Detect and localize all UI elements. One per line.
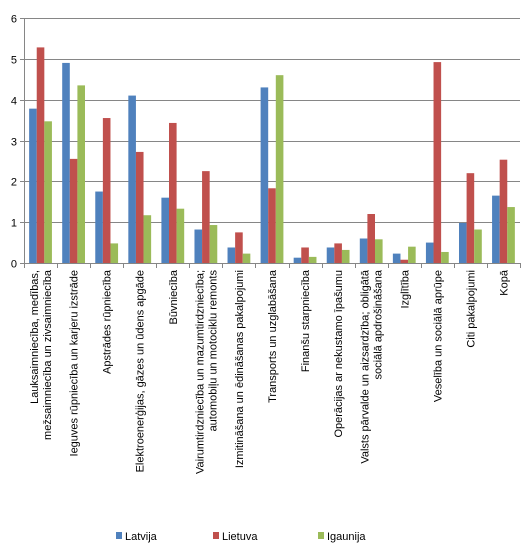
bar: [308, 256, 317, 264]
x-tick-label: Lauksaimniecība, medības,: [29, 270, 41, 404]
bar: [102, 118, 111, 263]
y-tick-label: 3: [11, 137, 17, 149]
bar: [161, 197, 169, 263]
y-tick-label: 6: [11, 14, 17, 26]
x-tick-labels: Lauksaimniecība, medības, mežsaimniecība …: [29, 269, 511, 474]
axes: [20, 18, 521, 268]
bar: [499, 159, 508, 263]
bar: [459, 222, 467, 263]
bar: [227, 247, 236, 263]
bar: [176, 208, 185, 263]
y-tick-label: 1: [11, 218, 17, 230]
bar: [169, 122, 177, 263]
bar: [408, 246, 416, 263]
bar: [143, 215, 152, 263]
y-tick-label: 4: [11, 96, 17, 108]
bar: [202, 171, 210, 264]
bar: [293, 257, 302, 263]
x-tick-label: Apstrādes rūpniecība: [102, 269, 114, 374]
bar: [268, 188, 276, 263]
x-tick-label: Ieguves rūpniecība un karjeru izstrāde: [69, 270, 81, 457]
bar: [135, 151, 144, 263]
legend-label: Latvija: [125, 531, 158, 543]
bar: [209, 225, 218, 263]
bar: [492, 195, 500, 264]
x-tick-label: Izmitināšana un ēdināšanas pakalpojumi: [234, 270, 246, 468]
bar: [77, 85, 85, 264]
legend-swatch: [116, 532, 122, 539]
x-tick-label: Operācijas ar nekustamo īpašumu: [333, 270, 345, 438]
y-tick-label: 0: [11, 259, 17, 271]
x-tick-label: Vairumtirdzniecība un mazumtirdzniecība;: [194, 270, 206, 474]
legend-label: Lietuva: [222, 531, 258, 543]
bar: [507, 207, 515, 263]
bar: [128, 95, 136, 263]
x-tick-label: mežsaimniecība un zivsaimniecība: [42, 269, 54, 440]
bar: [62, 62, 70, 263]
legend-swatch: [213, 532, 219, 539]
legend: Latvija Lietuva Igaunija: [116, 531, 366, 543]
bar: [341, 249, 350, 263]
x-tick-label: sociālā apdrošināšana: [373, 269, 385, 379]
y-tick-label: 2: [11, 177, 17, 189]
x-tick-label: Citi pakalpojumi: [465, 270, 477, 348]
bar: [367, 214, 375, 263]
x-tick-label: automobiļu un motociklu remonts: [207, 270, 219, 432]
bar: [275, 75, 284, 263]
y-tick-labels: 0 1 2 3 4 5 6: [11, 14, 17, 271]
x-tick-label: Valsts pārvalde un aizsardzība; obligātā: [360, 269, 372, 464]
bar: [400, 259, 409, 263]
bar: [260, 87, 269, 263]
bar: [359, 238, 368, 263]
bar: [194, 229, 203, 263]
legend-label: Igaunija: [327, 531, 366, 543]
x-tick-label: Elektroenerģijas, gāzes un ūdens apgāde: [134, 270, 147, 472]
legend-swatch: [318, 532, 324, 539]
bar: [392, 253, 401, 263]
y-tick-label: 5: [11, 55, 17, 67]
bar: [326, 247, 335, 263]
bar: [301, 247, 309, 263]
x-tick-label: Transports un uzglabāšana: [267, 269, 279, 403]
bar: [110, 243, 119, 263]
bar: [334, 243, 342, 263]
x-tick-label: Kopā: [499, 269, 511, 296]
bar: [29, 108, 37, 264]
bar: [235, 232, 243, 264]
x-tick-label: Veselība un sociālā aprūpe: [432, 270, 444, 402]
bar: [425, 242, 434, 263]
bar: [242, 253, 251, 263]
bar: [474, 229, 482, 263]
bar: [375, 239, 383, 263]
bar: [95, 191, 103, 263]
bar: [36, 47, 45, 264]
bar: [433, 62, 442, 263]
bar: [441, 251, 449, 263]
bar: [44, 121, 52, 263]
bar: [69, 158, 78, 264]
x-tick-label: Izglītība: [399, 269, 411, 308]
bar: [466, 173, 475, 263]
x-tick-label: Būvniecība: [168, 269, 180, 324]
bars: [29, 47, 515, 264]
x-tick-label: Finanšu starpniecība: [300, 269, 312, 372]
